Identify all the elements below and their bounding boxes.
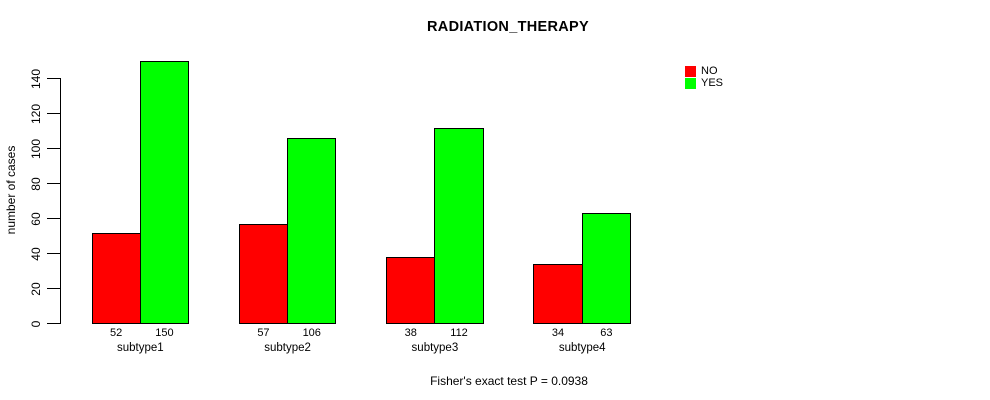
y-axis-tick-label: 20 — [29, 281, 43, 296]
y-axis-tick-label: 80 — [29, 176, 43, 191]
chart-title: RADIATION_THERAPY — [427, 19, 589, 35]
legend-label-no: NO — [701, 65, 718, 77]
y-axis-tick — [46, 148, 60, 149]
legend-item-no: NO — [685, 66, 723, 77]
bar-yes-subtype1 — [139, 61, 190, 324]
y-axis-tick — [46, 183, 60, 184]
y-axis-tick — [46, 323, 60, 324]
y-axis-line — [59, 77, 61, 324]
y-axis-tick — [46, 288, 60, 289]
y-axis-tick-label: 140 — [29, 68, 43, 89]
legend: NO YES — [685, 66, 723, 90]
category-label-subtype3: subtype3 — [411, 342, 459, 354]
bar-value-label: 112 — [450, 326, 468, 339]
bar-no-subtype2 — [238, 223, 289, 324]
y-axis-tick-label: 60 — [29, 211, 43, 226]
bar-value-label: 63 — [600, 326, 613, 339]
y-axis-tick-label: 0 — [29, 320, 43, 327]
bar-no-subtype3 — [386, 257, 436, 324]
y-axis-tick — [46, 113, 60, 114]
bar-value-label: 57 — [257, 326, 270, 339]
category-label-subtype4: subtype4 — [558, 342, 606, 354]
y-axis-tick-label: 100 — [29, 138, 43, 159]
bar-value-label: 34 — [551, 326, 565, 339]
y-axis-tick — [46, 253, 60, 254]
bar-value-label: 52 — [110, 326, 123, 339]
y-axis-tick-label: 120 — [29, 103, 43, 124]
y-axis-tick-label: 40 — [29, 246, 43, 261]
legend-label-yes: YES — [701, 77, 724, 89]
bar-value-label: 38 — [404, 326, 417, 339]
bar-yes-subtype4 — [581, 213, 631, 324]
bar-yes-subtype3 — [434, 127, 484, 324]
category-label-subtype1: subtype1 — [116, 342, 164, 354]
statistical-test-note: Fisher's exact test P = 0.0938 — [430, 374, 588, 388]
category-label-subtype2: subtype2 — [264, 342, 311, 354]
y-axis-tick — [46, 78, 60, 79]
bar-value-label: 150 — [155, 326, 174, 339]
y-axis-tick — [46, 218, 60, 219]
legend-item-yes: YES — [685, 78, 723, 89]
bar-no-subtype1 — [91, 232, 141, 324]
bar-yes-subtype2 — [287, 138, 337, 324]
bar-value-label: 106 — [302, 326, 321, 339]
legend-swatch-no — [685, 66, 696, 77]
legend-swatch-yes — [685, 78, 696, 89]
bar-no-subtype4 — [533, 264, 583, 324]
